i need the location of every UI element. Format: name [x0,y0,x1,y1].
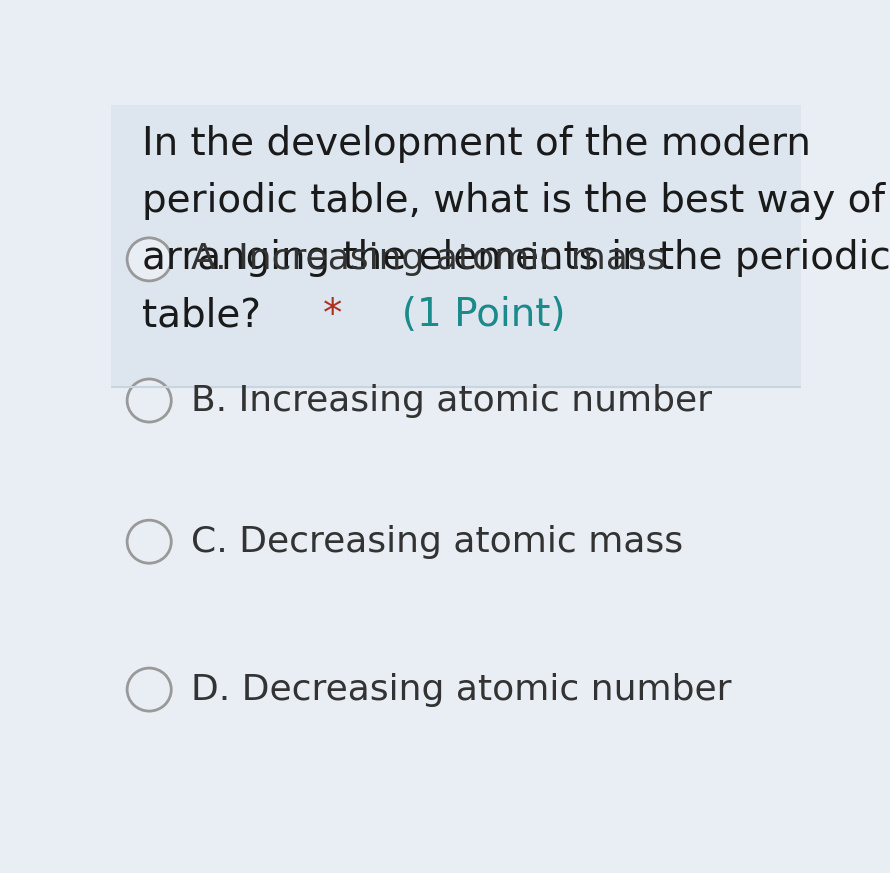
Text: D. Decreasing atomic number: D. Decreasing atomic number [190,672,731,706]
Text: periodic table, what is the best way of: periodic table, what is the best way of [142,182,886,220]
Circle shape [127,237,171,281]
Text: In the development of the modern: In the development of the modern [142,125,811,163]
Text: A. Increasing atomic mass: A. Increasing atomic mass [190,243,665,277]
Circle shape [127,520,171,563]
Text: arranging the elements in the periodic: arranging the elements in the periodic [142,239,890,278]
Circle shape [127,379,171,422]
Text: *: * [323,296,343,334]
Text: B. Increasing atomic number: B. Increasing atomic number [190,383,712,417]
Text: (1 Point): (1 Point) [376,296,565,334]
Text: table?: table? [142,296,273,334]
Circle shape [127,668,171,711]
FancyBboxPatch shape [111,105,801,387]
Text: C. Decreasing atomic mass: C. Decreasing atomic mass [190,525,683,559]
